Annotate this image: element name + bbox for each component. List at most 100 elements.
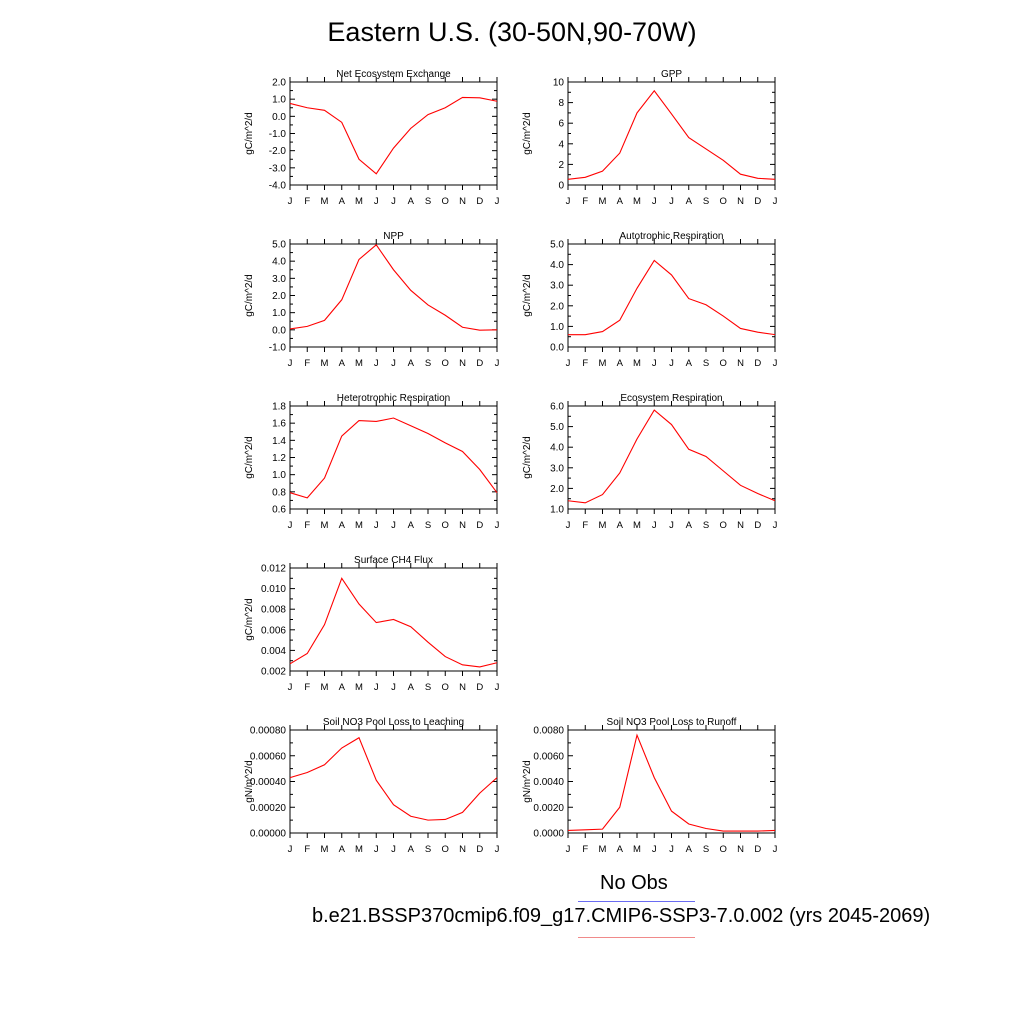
x-tick-label: J	[495, 520, 500, 531]
x-tick-label: F	[304, 358, 310, 369]
x-tick-label: N	[459, 196, 466, 207]
x-tick-label: J	[288, 682, 293, 693]
y-tick-label: 0.8	[272, 487, 286, 498]
y-tick-label: -1.0	[269, 129, 287, 140]
legend-label-obs: No Obs	[600, 872, 668, 894]
x-tick-label: J	[773, 358, 778, 369]
x-tick-label: J	[773, 844, 778, 855]
x-tick-label: O	[720, 358, 727, 369]
series-line	[567, 733, 776, 832]
x-tick-label: M	[633, 358, 641, 369]
plot-frame	[289, 729, 498, 834]
x-tick-label: S	[425, 520, 431, 531]
y-tick-label: 1.6	[272, 419, 286, 430]
x-tick-label: J	[495, 844, 500, 855]
x-tick-label: F	[582, 844, 588, 855]
y-tick-label: -4.0	[269, 181, 287, 192]
x-tick-label: N	[737, 844, 744, 855]
x-tick-label: M	[599, 358, 607, 369]
x-tick-label: A	[339, 196, 346, 207]
series-line	[289, 96, 498, 175]
y-tick-label: 1.0	[550, 505, 564, 516]
y-axis-label: gC/m^2/d	[522, 274, 533, 317]
y-tick-label: 4.0	[550, 260, 564, 271]
x-tick-label: M	[355, 358, 363, 369]
x-tick-label: J	[652, 196, 657, 207]
series-line	[289, 417, 498, 499]
x-tick-label: J	[495, 682, 500, 693]
x-tick-label: A	[686, 358, 693, 369]
x-tick-label: A	[617, 520, 624, 531]
x-tick-label: J	[669, 196, 674, 207]
x-tick-label: M	[633, 844, 641, 855]
y-tick-label: 1.8	[272, 402, 286, 413]
plot-frame	[567, 405, 776, 510]
panel-title: Ecosystem Respiration	[620, 393, 722, 404]
x-tick-label: J	[391, 520, 396, 531]
x-tick-label: N	[737, 196, 744, 207]
x-tick-label: O	[442, 520, 449, 531]
y-tick-label: 0.002	[261, 667, 286, 678]
x-tick-label: J	[669, 844, 674, 855]
y-tick-label: 2.0	[272, 78, 286, 89]
x-tick-label: N	[459, 682, 466, 693]
plot-frame	[567, 81, 776, 186]
x-tick-label: A	[617, 358, 624, 369]
x-tick-label: J	[566, 196, 571, 207]
series-line	[289, 736, 498, 821]
x-tick-label: J	[566, 358, 571, 369]
y-tick-label: 6	[558, 119, 564, 130]
x-tick-label: J	[288, 196, 293, 207]
x-tick-label: O	[442, 682, 449, 693]
panel-title: GPP	[661, 69, 682, 80]
x-tick-label: D	[754, 358, 761, 369]
y-axis-label: gC/m^2/d	[244, 112, 255, 155]
x-tick-label: A	[408, 358, 415, 369]
x-tick-label: F	[582, 358, 588, 369]
x-tick-label: O	[720, 520, 727, 531]
x-tick-label: S	[425, 358, 431, 369]
x-tick-label: A	[339, 520, 346, 531]
x-tick-label: J	[374, 358, 379, 369]
y-tick-label: 0.0	[272, 325, 286, 336]
y-tick-label: 1.2	[272, 453, 286, 464]
x-tick-label: O	[442, 196, 449, 207]
panel-title: Soil NO3 Pool Loss to Runoff	[607, 717, 737, 728]
x-tick-label: M	[355, 844, 363, 855]
x-tick-label: J	[391, 196, 396, 207]
x-tick-label: J	[773, 520, 778, 531]
x-tick-label: F	[304, 682, 310, 693]
y-tick-label: 10	[553, 78, 565, 89]
y-tick-label: 2.0	[550, 484, 564, 495]
y-tick-label: 2.0	[272, 291, 286, 302]
y-axis-label: gC/m^2/d	[522, 436, 533, 479]
y-tick-label: 1.0	[550, 322, 564, 333]
y-tick-label: 5.0	[272, 240, 286, 251]
x-tick-label: D	[754, 844, 761, 855]
x-tick-label: J	[495, 196, 500, 207]
y-tick-label: 0.0020	[533, 803, 564, 814]
series-line	[567, 409, 776, 504]
plot-frame	[289, 405, 498, 510]
x-tick-label: D	[476, 844, 483, 855]
x-tick-label: D	[476, 196, 483, 207]
y-axis-label: gC/m^2/d	[244, 598, 255, 641]
plot-frame	[289, 243, 498, 348]
x-tick-label: S	[425, 844, 431, 855]
panel-title: NPP	[383, 231, 404, 242]
x-tick-label: N	[737, 358, 744, 369]
y-tick-label: 0.00060	[250, 751, 287, 762]
y-tick-label: 0	[558, 181, 564, 192]
legend-line-obs	[578, 901, 695, 902]
y-axis-label: gC/m^2/d	[244, 274, 255, 317]
x-tick-label: M	[633, 196, 641, 207]
y-tick-label: -3.0	[269, 163, 287, 174]
y-tick-label: 0.004	[261, 646, 286, 657]
series-line	[289, 577, 498, 668]
y-tick-label: 1.4	[272, 436, 286, 447]
x-tick-label: J	[374, 682, 379, 693]
y-tick-label: 0.008	[261, 605, 286, 616]
y-axis-label: gN/m^2/d	[522, 760, 533, 803]
x-tick-label: F	[304, 844, 310, 855]
x-tick-label: D	[476, 358, 483, 369]
